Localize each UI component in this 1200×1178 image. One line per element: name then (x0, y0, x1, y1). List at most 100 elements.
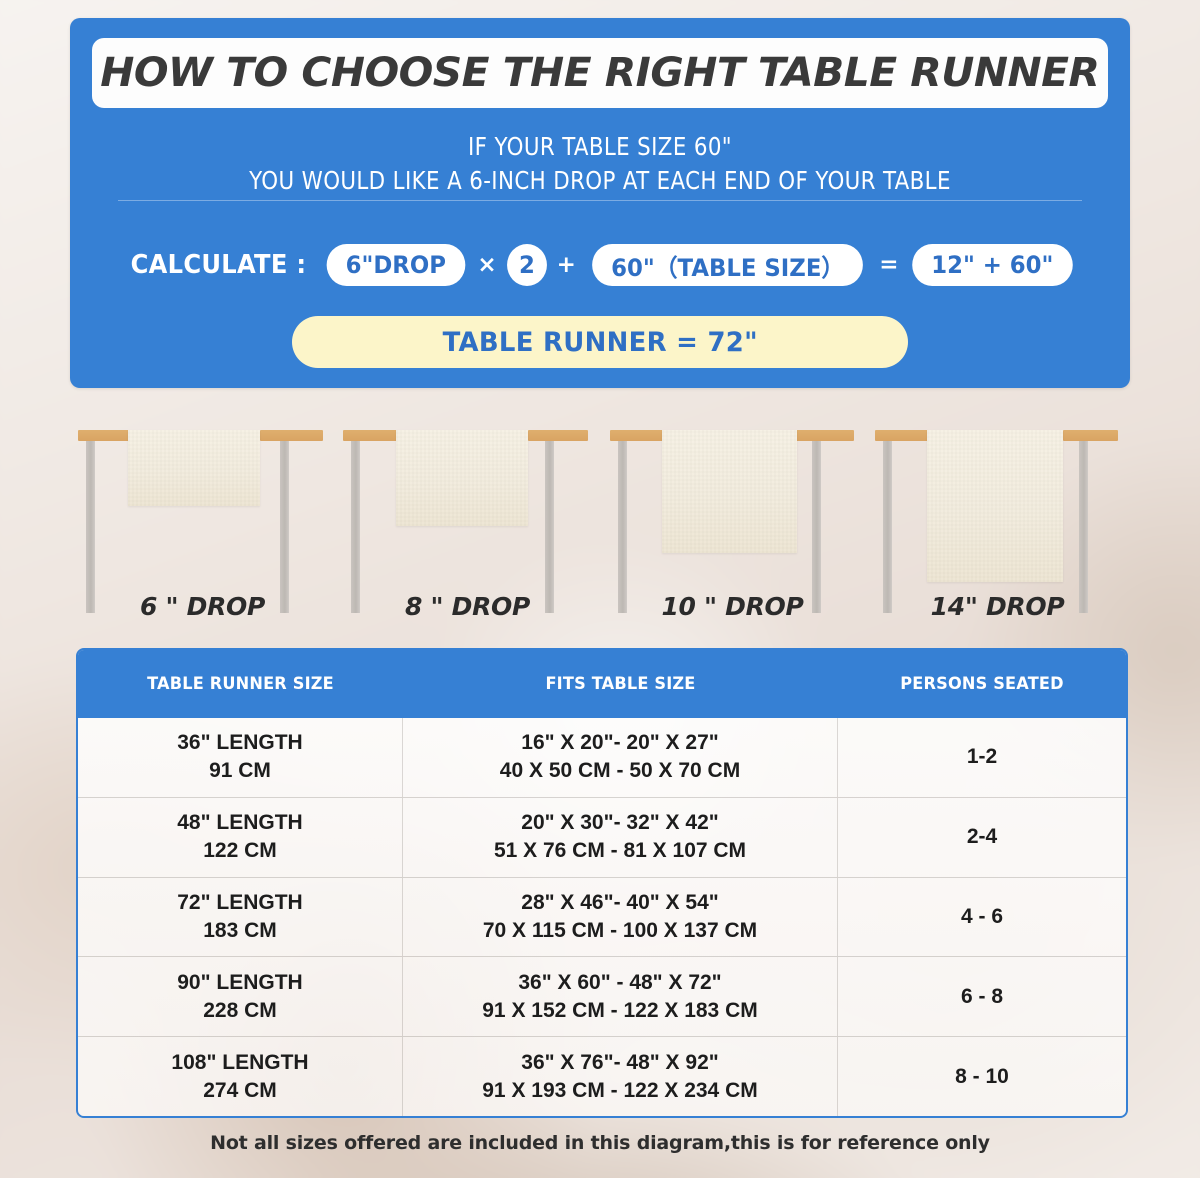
runner-size-inches: 48" LENGTH (177, 811, 303, 835)
persons-seated-value: 8 - 10 (955, 1064, 1009, 1088)
fits-inches: 16" X 20"- 20" X 27" (521, 731, 719, 755)
size-chart-table: TABLE RUNNER SIZE FITS TABLE SIZE PERSON… (76, 648, 1128, 1118)
cell-runner-size: 108" LENGTH 274 CM (78, 1037, 403, 1116)
subtitle-line-1: IF YOUR TABLE SIZE 60" (467, 132, 733, 161)
runner-size-cm: 91 CM (209, 759, 271, 783)
table-row: 90" LENGTH 228 CM 36" X 60" - 48" X 72" … (78, 957, 1126, 1038)
drop-illustration-10: 10 " DROP (600, 420, 865, 635)
tabletop-left-icon (343, 430, 408, 441)
multiply-operator: × (477, 252, 497, 278)
fits-inches: 36" X 76"- 48" X 92" (521, 1050, 719, 1074)
table-leg-right-icon (280, 441, 289, 613)
cell-persons-seated: 8 - 10 (838, 1037, 1126, 1116)
cell-persons-seated: 2-4 (838, 798, 1126, 877)
calculation-row: CALCULATE : 6"DROP × 2 + 60"（TABLE SIZE）… (70, 244, 1130, 286)
title-box: HOW TO CHOOSE THE RIGHT TABLE RUNNER (92, 38, 1108, 108)
table-leg-right-icon (545, 441, 554, 613)
runner-size-inches: 36" LENGTH (177, 731, 303, 755)
table-body: 36" LENGTH 91 CM 16" X 20"- 20" X 27" 40… (78, 718, 1126, 1116)
drop-label: 6 " DROP (139, 592, 265, 621)
runner-size-inches: 90" LENGTH (177, 970, 303, 994)
runner-cloth-icon (927, 430, 1063, 582)
tabletop-left-icon (875, 430, 931, 441)
cell-fits-table-size: 16" X 20"- 20" X 27" 40 X 50 CM - 50 X 7… (403, 718, 838, 797)
result-expression-pill: 12" + 60" (911, 244, 1072, 286)
table-leg-left-icon (883, 441, 892, 613)
fits-cm: 51 X 76 CM - 81 X 107 CM (493, 839, 747, 863)
cell-persons-seated: 4 - 6 (838, 878, 1126, 957)
cell-fits-table-size: 28" X 46"- 40" X 54" 70 X 115 CM - 100 X… (403, 877, 838, 957)
table-row: 108" LENGTH 274 CM 36" X 76"- 48" X 92" … (78, 1037, 1126, 1116)
runner-cloth-icon (662, 430, 797, 553)
drop-label: 14" DROP (930, 592, 1065, 621)
table-leg-right-icon (1079, 441, 1088, 613)
runner-size-cm: 122 CM (203, 839, 277, 863)
cell-fits-table-size: 36" X 76"- 48" X 92" 91 X 193 CM - 122 X… (403, 1037, 838, 1116)
tabletop-right-icon (260, 430, 323, 441)
calculate-label: CALCULATE : (130, 250, 307, 280)
runner-size-cm: 228 CM (203, 998, 277, 1022)
runner-size-inches: 72" LENGTH (177, 890, 303, 914)
table-row: 36" LENGTH 91 CM 16" X 20"- 20" X 27" 40… (78, 718, 1126, 798)
page-title: HOW TO CHOOSE THE RIGHT TABLE RUNNER (100, 50, 1100, 96)
fits-inches: 20" X 30"- 32" X 42" (521, 811, 719, 835)
table-leg-right-icon (812, 441, 821, 613)
subtitle-line-2: YOU WOULD LIKE A 6-INCH DROP AT EACH END… (249, 166, 951, 195)
fits-inches: 28" X 46"- 40" X 54" (521, 890, 719, 914)
drop-value-pill: 6"DROP (326, 244, 465, 286)
footer-note: Not all sizes offered are included in th… (210, 1132, 990, 1154)
table-row: 48" LENGTH 122 CM 20" X 30"- 32" X 42" 5… (78, 797, 1126, 878)
drop-illustration-6: 6 " DROP (70, 420, 335, 635)
table-header-row: TABLE RUNNER SIZE FITS TABLE SIZE PERSON… (78, 650, 1126, 718)
banner-subtitle: IF YOUR TABLE SIZE 60" YOU WOULD LIKE A … (97, 130, 1104, 198)
runner-cloth-icon (128, 430, 260, 506)
cell-runner-size: 48" LENGTH 122 CM (78, 797, 403, 877)
persons-seated-value: 6 - 8 (960, 984, 1004, 1008)
column-header-runner-size: TABLE RUNNER SIZE (147, 674, 334, 694)
header-banner: HOW TO CHOOSE THE RIGHT TABLE RUNNER IF … (70, 18, 1130, 388)
runner-size-cm: 274 CM (203, 1078, 277, 1102)
tabletop-left-icon (610, 430, 668, 441)
table-size-pill: 60"（TABLE SIZE） (592, 244, 864, 286)
fits-cm: 70 X 115 CM - 100 X 137 CM (482, 918, 758, 942)
result-label: TABLE RUNNER = 72" (442, 326, 758, 358)
fits-cm: 91 X 193 CM - 122 X 234 CM (482, 1078, 758, 1102)
persons-seated-value: 2-4 (966, 825, 998, 849)
drop-label: 10 " DROP (661, 592, 804, 621)
equals-operator: = (879, 252, 899, 278)
result-banner: TABLE RUNNER = 72" (292, 316, 908, 368)
cell-runner-size: 36" LENGTH 91 CM (78, 718, 403, 797)
runner-size-cm: 183 CM (203, 918, 277, 942)
fits-cm: 91 X 152 CM - 122 X 183 CM (482, 998, 758, 1022)
table-leg-left-icon (618, 441, 627, 613)
runner-size-inches: 108" LENGTH (171, 1050, 309, 1074)
cell-fits-table-size: 20" X 30"- 32" X 42" 51 X 76 CM - 81 X 1… (403, 797, 838, 877)
drop-label: 8 " DROP (404, 592, 530, 621)
table-leg-left-icon (351, 441, 360, 613)
tabletop-right-icon (1063, 430, 1118, 441)
plus-operator: + (556, 252, 576, 278)
fits-cm: 40 X 50 CM - 50 X 70 CM (499, 759, 741, 783)
drop-illustration-8: 8 " DROP (335, 420, 600, 635)
table-leg-left-icon (86, 441, 95, 613)
cell-runner-size: 72" LENGTH 183 CM (78, 877, 403, 957)
cell-persons-seated: 6 - 8 (838, 957, 1126, 1036)
tabletop-right-icon (528, 430, 588, 441)
cell-persons-seated: 1-2 (838, 718, 1126, 797)
table-row: 72" LENGTH 183 CM 28" X 46"- 40" X 54" 7… (78, 877, 1126, 958)
column-header-persons-seated: PERSONS SEATED (900, 674, 1064, 694)
persons-seated-value: 1-2 (966, 745, 998, 769)
cell-fits-table-size: 36" X 60" - 48" X 72" 91 X 152 CM - 122 … (403, 957, 838, 1037)
drop-illustration-14: 14" DROP (865, 420, 1130, 635)
persons-seated-value: 4 - 6 (960, 904, 1004, 928)
cell-runner-size: 90" LENGTH 228 CM (78, 957, 403, 1037)
column-header-fits-table-size: FITS TABLE SIZE (545, 674, 696, 694)
runner-cloth-icon (396, 430, 528, 526)
multiplier-pill: 2 (506, 244, 547, 286)
tabletop-right-icon (796, 430, 854, 441)
drop-illustrations: 6 " DROP 8 " DROP 10 " DROP 14" DROP (70, 420, 1130, 635)
banner-divider (118, 200, 1082, 201)
tabletop-left-icon (78, 430, 148, 441)
fits-inches: 36" X 60" - 48" X 72" (518, 970, 722, 994)
